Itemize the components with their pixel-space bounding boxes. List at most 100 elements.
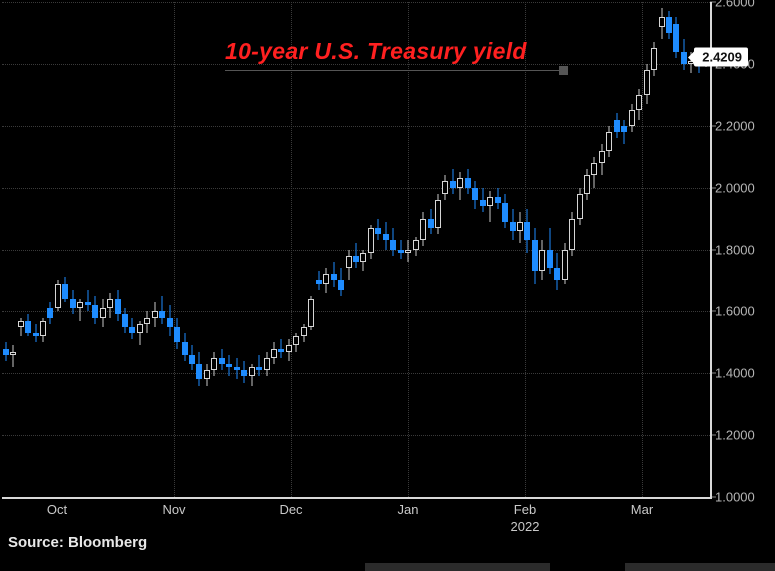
candle-body[interactable] [524,222,530,241]
candle-body[interactable] [77,302,83,308]
candle-body[interactable] [629,110,635,125]
candle-body[interactable] [591,163,597,175]
candle-body[interactable] [584,175,590,194]
candle-body[interactable] [569,219,575,250]
candle-body[interactable] [47,308,53,317]
candle-body[interactable] [562,250,568,281]
candle-body[interactable] [301,327,307,336]
candle-body[interactable] [70,299,76,308]
candle-body[interactable] [644,70,650,95]
candle-body[interactable] [316,280,322,283]
bottom-toolbar[interactable] [0,557,775,571]
candle-body[interactable] [651,48,657,70]
candle-body[interactable] [159,311,165,317]
candle-body[interactable] [487,197,493,206]
candle-wick[interactable] [490,191,491,222]
candle-body[interactable] [196,364,202,379]
candle-body[interactable] [450,181,456,187]
candle-body[interactable] [241,370,247,376]
candle-body[interactable] [174,327,180,342]
candle-body[interactable] [599,151,605,163]
candle-body[interactable] [33,333,39,336]
toolbar-segment-1[interactable] [365,563,550,571]
candle-body[interactable] [539,250,545,272]
candle-body[interactable] [189,355,195,364]
candle-body[interactable] [256,367,262,370]
candle-body[interactable] [18,321,24,327]
candle-body[interactable] [286,345,292,351]
candle-body[interactable] [264,358,270,370]
candle-body[interactable] [472,188,478,200]
candle-body[interactable] [219,358,225,364]
candle-body[interactable] [211,358,217,370]
candle-body[interactable] [25,321,31,333]
candle-body[interactable] [226,364,232,367]
candle-body[interactable] [398,250,404,253]
candle-body[interactable] [331,274,337,280]
candle-body[interactable] [495,197,501,203]
candle-wick[interactable] [87,290,88,312]
candle-body[interactable] [502,203,508,222]
candle-body[interactable] [383,234,389,240]
candle-body[interactable] [40,321,46,336]
candle-body[interactable] [659,17,665,26]
candle-body[interactable] [621,126,627,132]
candle-body[interactable] [271,349,277,358]
candle-body[interactable] [554,268,560,280]
candle-body[interactable] [606,132,612,151]
candle-body[interactable] [62,284,68,299]
candle-body[interactable] [293,336,299,345]
candle-body[interactable] [144,318,150,324]
candle-body[interactable] [278,349,284,352]
candle-body[interactable] [547,250,553,269]
candle-wick[interactable] [259,355,260,377]
candle-body[interactable] [249,367,255,376]
candle-body[interactable] [10,352,16,355]
candle-body[interactable] [92,305,98,317]
candle-body[interactable] [152,311,158,317]
candle-body[interactable] [129,327,135,333]
candle-body[interactable] [55,284,61,309]
candle-body[interactable] [182,342,188,354]
candle-body[interactable] [577,194,583,219]
candle-wick[interactable] [13,345,14,367]
candle-body[interactable] [480,200,486,206]
candle-body[interactable] [308,299,314,327]
candle-body[interactable] [100,308,106,317]
candle-body[interactable] [234,367,240,370]
candle-body[interactable] [115,299,121,314]
candle-wick[interactable] [162,296,163,324]
candle-body[interactable] [360,253,366,262]
candle-body[interactable] [3,349,9,355]
candle-body[interactable] [532,240,538,271]
candle-body[interactable] [338,280,344,289]
candle-body[interactable] [517,222,523,231]
candle-body[interactable] [420,219,426,241]
candle-body[interactable] [85,302,91,305]
candle-body[interactable] [457,178,463,187]
candle-body[interactable] [510,222,516,231]
candle-body[interactable] [137,324,143,333]
candle-body[interactable] [390,240,396,249]
candle-body[interactable] [435,200,441,228]
candle-body[interactable] [375,228,381,234]
candle-body[interactable] [353,256,359,262]
candle-body[interactable] [681,52,687,64]
candle-body[interactable] [673,24,679,52]
candle-body[interactable] [368,228,374,253]
candle-body[interactable] [167,318,173,327]
candle-body[interactable] [204,370,210,379]
candle-wick[interactable] [624,120,625,145]
candle-body[interactable] [346,256,352,268]
toolbar-segment-2[interactable] [625,563,775,571]
candle-body[interactable] [666,17,672,32]
candle-body[interactable] [465,178,471,187]
candle-body[interactable] [122,314,128,326]
candle-body[interactable] [107,299,113,308]
candle-body[interactable] [636,95,642,110]
candle-body[interactable] [442,181,448,193]
candle-body[interactable] [614,120,620,132]
candle-body[interactable] [428,219,434,228]
candle-body[interactable] [405,250,411,253]
candle-body[interactable] [323,274,329,283]
